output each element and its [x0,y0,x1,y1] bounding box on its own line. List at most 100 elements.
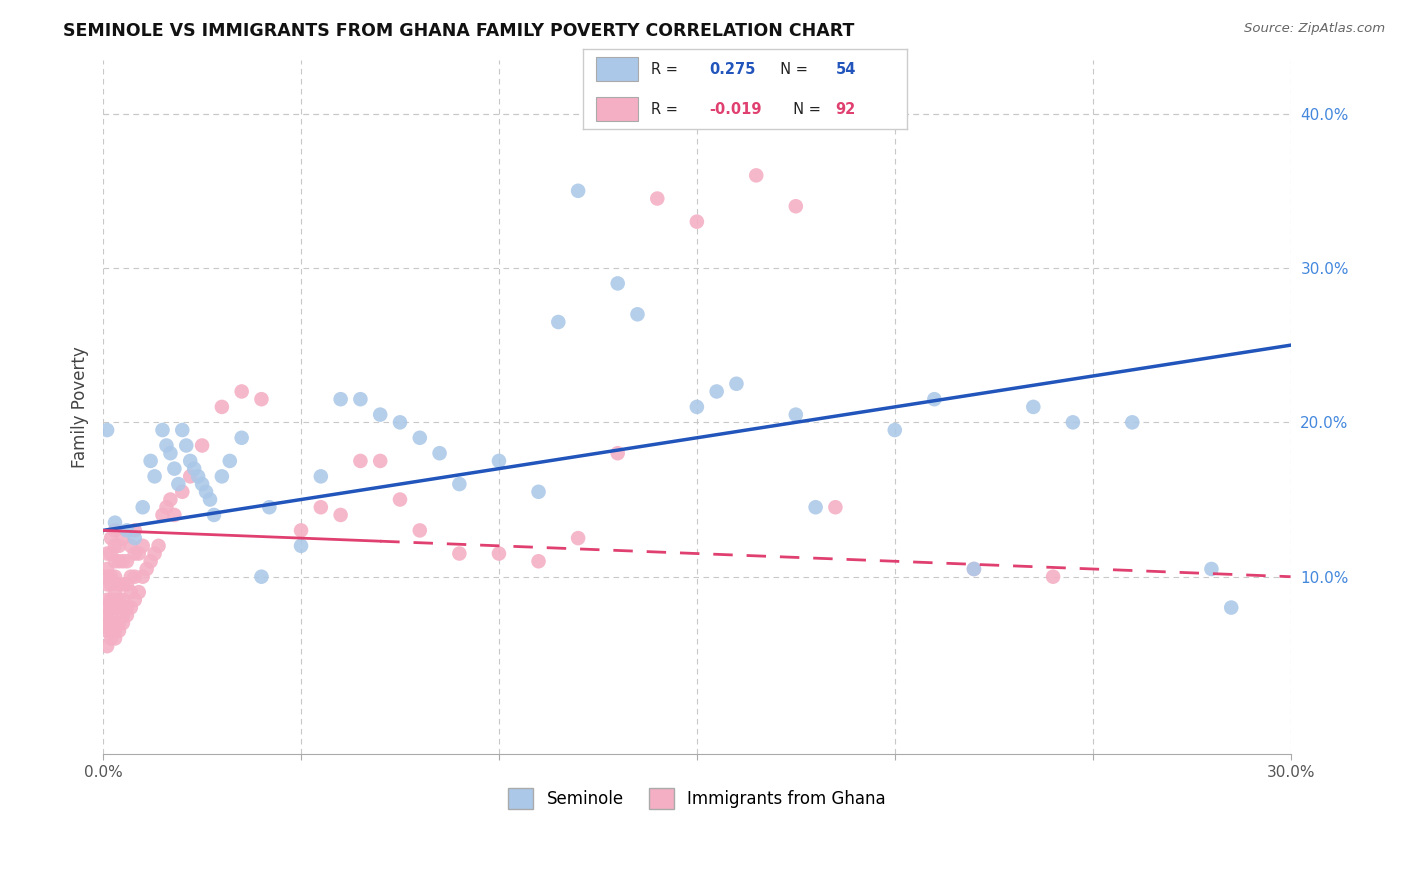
Text: Source: ZipAtlas.com: Source: ZipAtlas.com [1244,22,1385,36]
Point [409,524,432,538]
Point [290,539,312,553]
Point [163,508,186,522]
Point [686,215,709,229]
Point [128,585,150,599]
Point [785,408,807,422]
Point [128,547,150,561]
Point [135,562,157,576]
Point [143,547,166,561]
Point [231,431,253,445]
Point [488,547,510,561]
Point [527,554,550,568]
Point [108,539,131,553]
Point [143,469,166,483]
Point [124,570,146,584]
Point [104,539,127,553]
Point [120,539,142,553]
Text: 54: 54 [835,62,856,77]
Point [104,592,127,607]
Point [124,592,146,607]
Point [120,570,142,584]
Point [139,554,162,568]
Point [179,454,201,468]
Point [388,492,411,507]
Point [1201,562,1223,576]
Point [745,169,768,183]
Point [606,446,628,460]
Point [124,531,146,545]
Point [96,600,118,615]
Point [824,500,846,515]
Point [100,547,122,561]
Point [259,500,281,515]
Point [309,469,332,483]
Point [706,384,728,399]
Point [172,423,194,437]
Point [100,600,122,615]
Point [108,615,131,630]
Point [108,600,131,615]
Point [108,624,131,638]
Point [159,446,181,460]
Point [191,438,214,452]
Point [108,592,131,607]
Point [100,570,122,584]
Point [368,454,391,468]
Point [115,600,138,615]
Point [115,608,138,623]
Point [202,508,225,522]
Bar [596,97,638,121]
Point [104,615,127,630]
Point [111,608,134,623]
Point [195,484,218,499]
Point [785,199,807,213]
Point [329,508,352,522]
Point [100,531,122,545]
Point [1042,570,1064,584]
Point [449,547,471,561]
Point [218,454,240,468]
Point [290,524,312,538]
Point [686,400,709,414]
Bar [596,57,638,81]
Text: N =: N = [785,102,825,117]
Point [211,469,233,483]
Point [120,585,142,599]
Point [883,423,905,437]
Text: R =: R = [651,62,683,77]
Point [96,570,118,584]
Text: R =: R = [651,102,683,117]
Point [488,454,510,468]
Point [100,615,122,630]
Point [104,524,127,538]
Point [96,562,118,576]
Point [104,570,127,584]
Point [183,461,205,475]
Point [198,492,221,507]
Point [96,592,118,607]
Point [96,547,118,561]
Point [152,508,174,522]
Point [115,577,138,591]
Point [124,524,146,538]
Point [104,600,127,615]
Point [115,524,138,538]
Point [626,307,648,321]
Point [100,632,122,646]
Point [132,570,155,584]
Legend: Seminole, Immigrants from Ghana: Seminole, Immigrants from Ghana [502,781,893,815]
Point [1022,400,1045,414]
Point [645,192,668,206]
Point [115,554,138,568]
Point [108,554,131,568]
Point [111,615,134,630]
Point [108,577,131,591]
Point [104,554,127,568]
Point [111,577,134,591]
Point [163,461,186,475]
Point [1062,415,1084,429]
Point [155,500,177,515]
Point [329,392,352,407]
Point [963,562,986,576]
Point [349,392,371,407]
